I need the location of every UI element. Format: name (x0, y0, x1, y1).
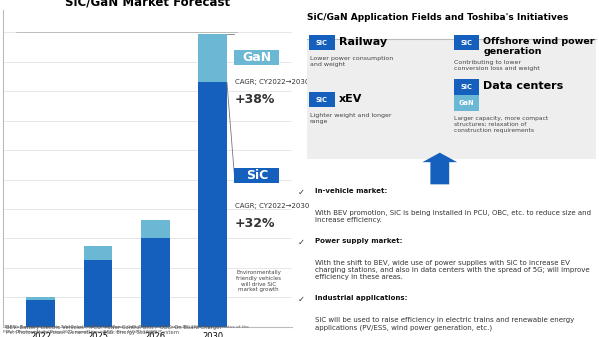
FancyBboxPatch shape (234, 50, 279, 65)
Text: xEV: xEV (338, 94, 362, 104)
Text: CAGR; CY2022→2030: CAGR; CY2022→2030 (235, 203, 309, 209)
Text: ✓: ✓ (298, 295, 305, 304)
Text: GaN: GaN (459, 100, 474, 106)
Text: SiC: SiC (461, 39, 473, 45)
Text: SiC/GaN Application Fields and Toshiba's Initiatives: SiC/GaN Application Fields and Toshiba's… (307, 13, 568, 22)
Text: SiC: SiC (246, 168, 268, 182)
Text: SiC will be used to raise efficiency in electric trains and renewable energy app: SiC will be used to raise efficiency in … (316, 317, 574, 331)
FancyBboxPatch shape (307, 40, 596, 159)
Text: ✓: ✓ (298, 187, 305, 196)
Text: +32%: +32% (235, 217, 276, 230)
Bar (83, 260, 112, 327)
Text: SiC: SiC (316, 97, 328, 102)
FancyBboxPatch shape (309, 35, 335, 50)
Text: With the shift to BEV, wide use of power supplies with SiC to increase EV chargi: With the shift to BEV, wide use of power… (316, 261, 590, 280)
FancyBboxPatch shape (309, 92, 335, 108)
Text: SiC: SiC (461, 84, 473, 90)
Text: +38%: +38% (235, 93, 276, 106)
FancyBboxPatch shape (453, 35, 479, 50)
FancyBboxPatch shape (453, 95, 479, 111)
Title: SiC/GaN Market Forecast: SiC/GaN Market Forecast (65, 0, 230, 9)
Bar (141, 238, 170, 327)
Text: Contributing to lower
conversion loss and weight: Contributing to lower conversion loss an… (454, 60, 540, 71)
Text: Larger capacity, more compact
structures; relaxation of
construction requirement: Larger capacity, more compact structures… (454, 116, 549, 133)
Bar (141, 220, 170, 238)
Bar (198, 34, 227, 82)
FancyBboxPatch shape (453, 79, 479, 95)
Bar (26, 298, 55, 300)
FancyBboxPatch shape (234, 168, 279, 183)
Bar (83, 246, 112, 260)
Text: Offshore wind power
generation: Offshore wind power generation (483, 37, 595, 56)
Text: With BEV promotion, SiC is being installed in PCU, OBC, etc. to reduce size and : With BEV promotion, SiC is being install… (316, 210, 591, 223)
Text: Lighter weight and longer
range: Lighter weight and longer range (310, 113, 391, 124)
Text: In-vehicle market:: In-vehicle market: (316, 187, 388, 193)
Text: Power supply market:: Power supply market: (316, 238, 403, 244)
Bar (26, 300, 55, 327)
Text: ✓: ✓ (298, 238, 305, 247)
Text: BEV: Battery Electric Vehicles    PCU: Power Control Unit    OBC: On Board Charg: BEV: Battery Electric Vehicles PCU: Powe… (6, 325, 222, 335)
FancyArrow shape (422, 153, 457, 184)
Bar (198, 82, 227, 327)
Text: GaN: GaN (242, 51, 271, 64)
Text: CAGR; CY2022→2030: CAGR; CY2022→2030 (235, 79, 309, 85)
Text: Data centers: Data centers (483, 82, 564, 91)
Text: Environmentally
friendly vehicles
will drive SiC
market growth: Environmentally friendly vehicles will d… (236, 270, 281, 293)
Text: Industrial applications:: Industrial applications: (316, 295, 408, 301)
Text: Railway: Railway (338, 37, 387, 47)
Text: Toshiba forecast based on Yole Développement's "Power GaN 2021 report - Power Si: Toshiba forecast based on Yole Développe… (3, 325, 249, 334)
Text: SiC: SiC (316, 39, 328, 45)
Text: Lower power consumption
and weight: Lower power consumption and weight (310, 56, 393, 67)
